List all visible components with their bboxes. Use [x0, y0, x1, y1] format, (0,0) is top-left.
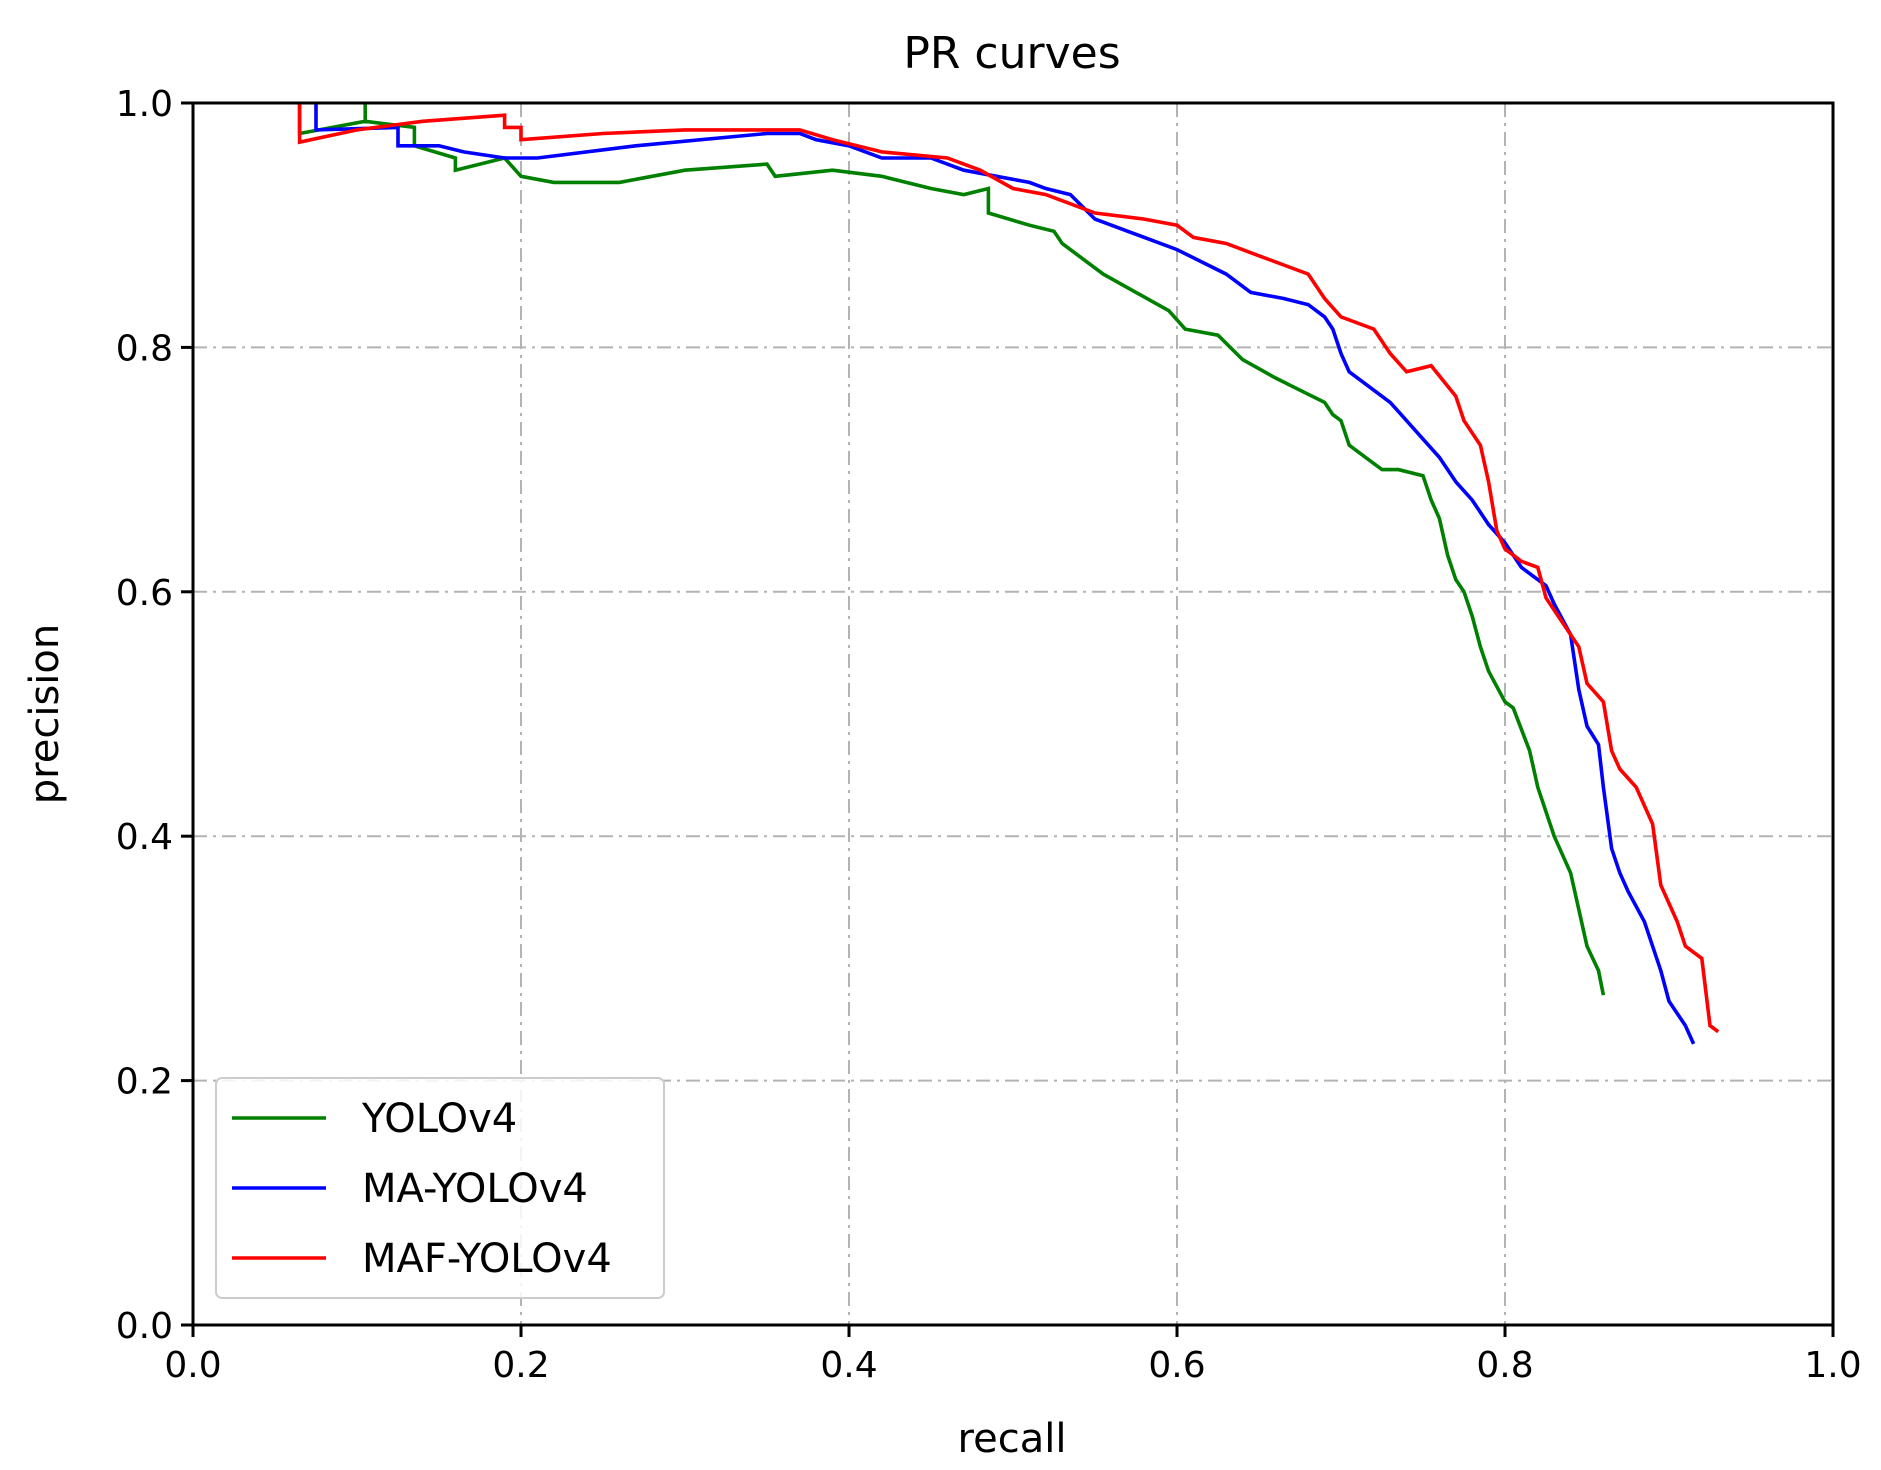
grid [193, 103, 1833, 1325]
plot-frame [191, 101, 1835, 1327]
y-tick-label: 0.2 [116, 1062, 173, 1103]
legend-label-yolov4: YOLOv4 [361, 1096, 517, 1142]
x-tick-label: 0.8 [1476, 1345, 1533, 1386]
x-tick-label: 0.6 [1148, 1345, 1205, 1386]
y-axis-label: precision [22, 624, 68, 804]
x-tick-label: 0.4 [820, 1345, 877, 1386]
series-line-yolov4 [297, 103, 1606, 996]
y-tick-label: 0.4 [116, 817, 173, 858]
legend-label-ma-yolov4: MA-YOLOv4 [362, 1166, 588, 1212]
series-lines [297, 103, 1720, 1045]
y-tick-label: 1.0 [116, 84, 173, 125]
x-axis-ticks: 0.0 0.2 0.4 0.6 0.8 1.0 [164, 1325, 1862, 1386]
y-tick-label: 0.0 [116, 1306, 173, 1347]
x-tick-label: 0.2 [492, 1345, 549, 1386]
y-tick-label: 0.6 [116, 573, 173, 614]
x-axis-label: recall [958, 1416, 1067, 1462]
x-tick-label: 1.0 [1804, 1345, 1861, 1386]
series-line-maf-yolov4 [297, 103, 1720, 1034]
legend: YOLOv4 MA-YOLOv4 MAF-YOLOv4 [215, 1077, 665, 1299]
y-axis-ticks: 0.0 0.2 0.4 0.6 0.8 1.0 [116, 84, 193, 1347]
chart-title: PR curves [903, 28, 1120, 79]
legend-box [215, 1077, 665, 1299]
x-tick-label: 0.0 [164, 1345, 221, 1386]
y-tick-label: 0.8 [116, 328, 173, 369]
series-line-ma-yolov4 [314, 103, 1696, 1045]
legend-label-maf-yolov4: MAF-YOLOv4 [362, 1236, 612, 1282]
